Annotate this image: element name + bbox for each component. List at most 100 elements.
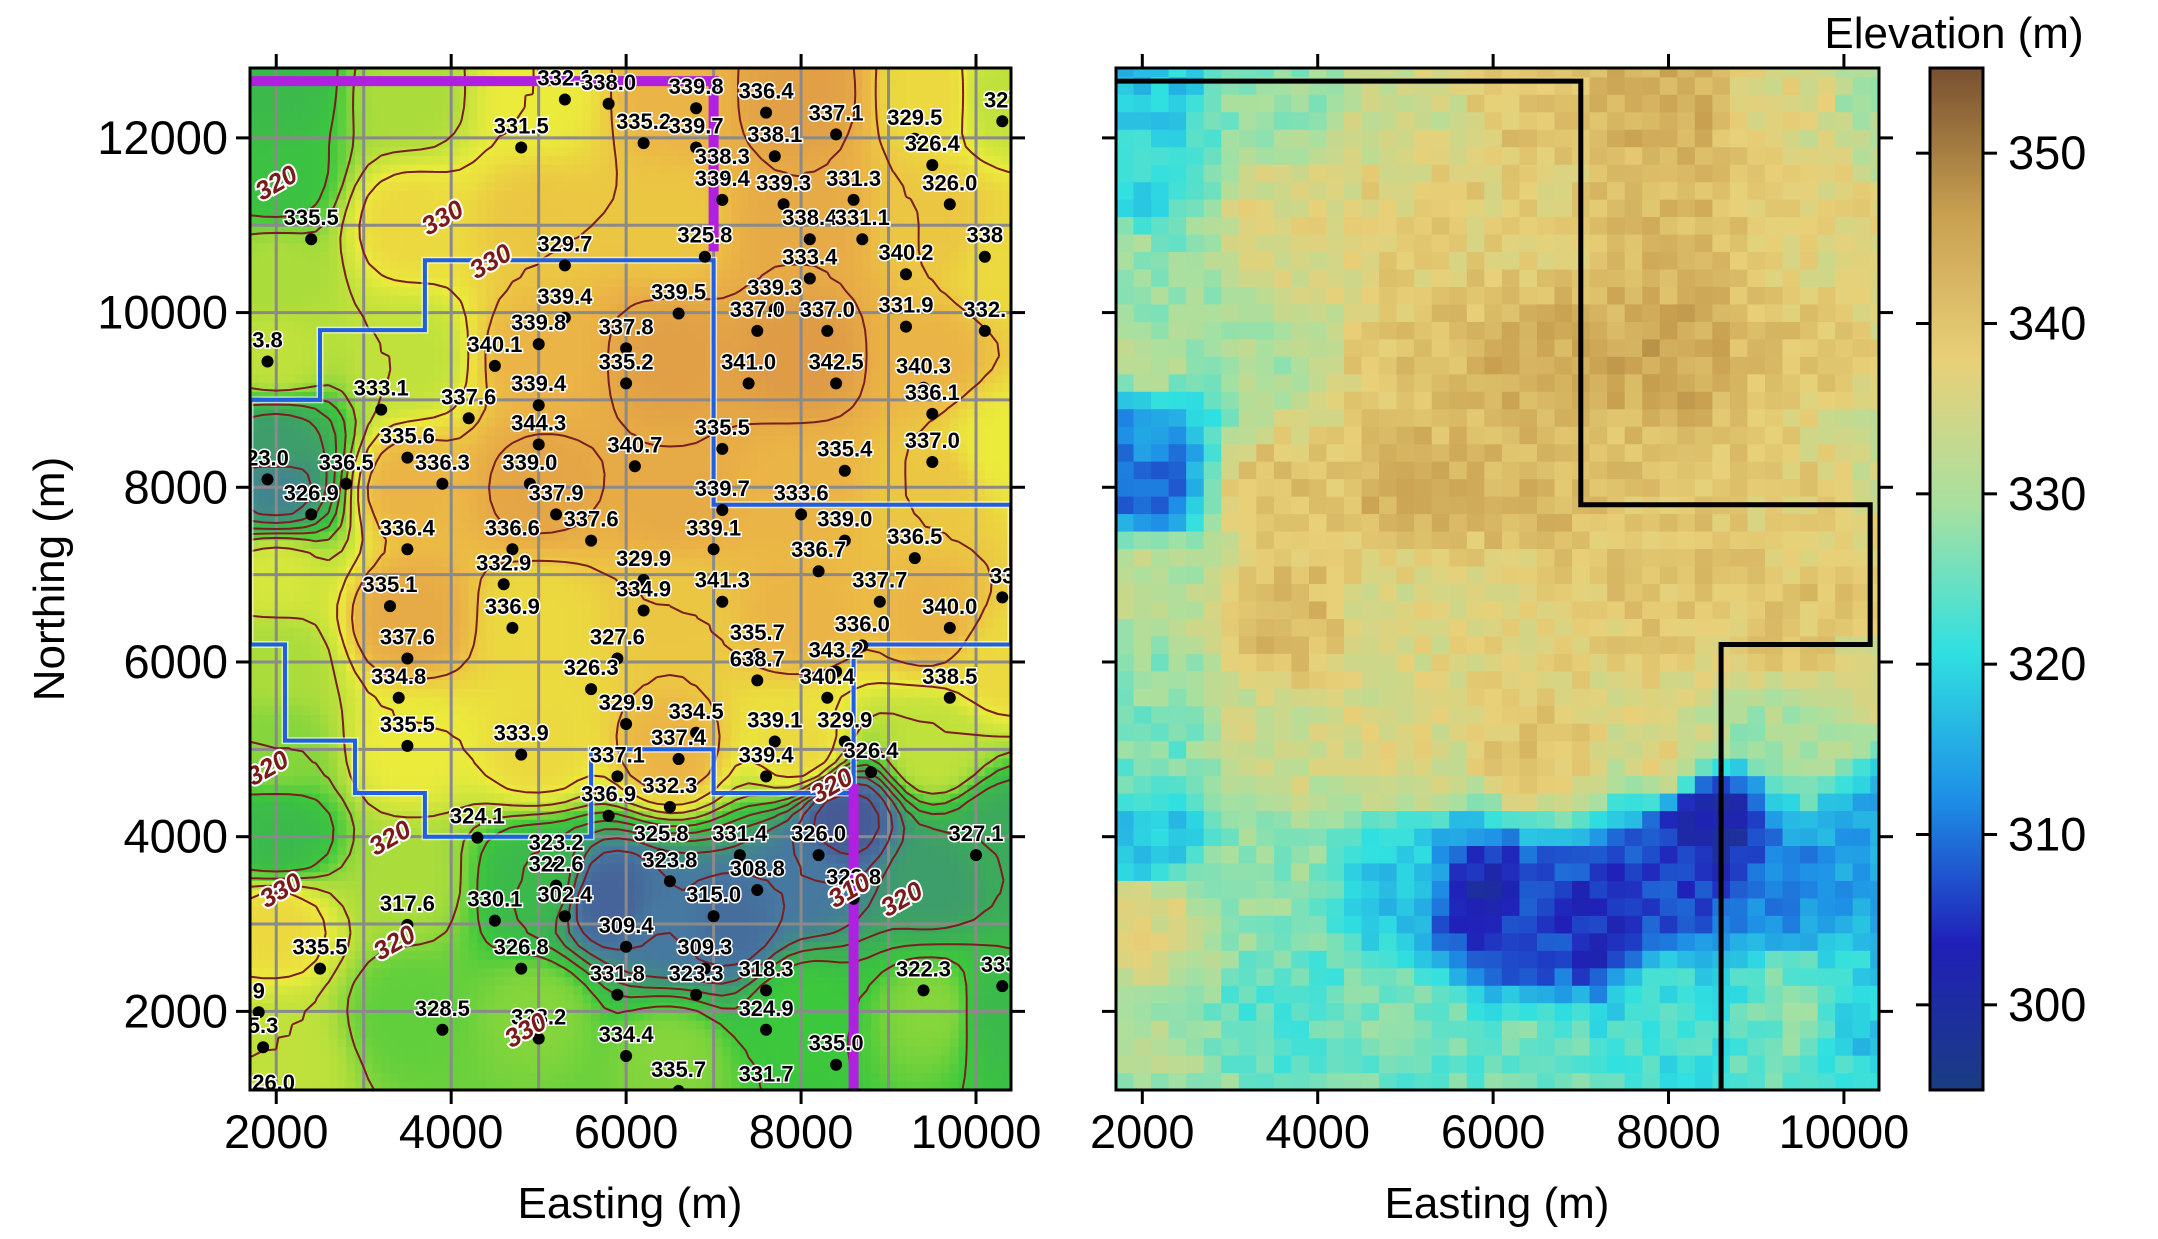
surface-cell <box>547 181 557 191</box>
surface-cell <box>346 338 356 349</box>
surface-cell <box>293 1046 304 1056</box>
surface-cell <box>442 871 452 881</box>
surface-cell <box>302 679 312 689</box>
surface-cell <box>337 627 347 637</box>
surface-cell <box>564 478 575 488</box>
surface-cell <box>424 172 435 183</box>
surface-cell <box>556 609 566 619</box>
surface-cell <box>521 496 531 506</box>
surface-cell <box>398 233 409 244</box>
surface-cell <box>319 958 330 969</box>
surface-cell <box>407 635 417 646</box>
surface-cell <box>311 635 321 646</box>
surface-cell <box>582 1037 592 1047</box>
surface-cell <box>363 1046 374 1056</box>
surface-cell <box>486 714 496 724</box>
surface-cell <box>389 496 400 506</box>
surface-cell <box>346 635 356 646</box>
surface-cell <box>354 496 365 506</box>
surface-cell <box>599 644 610 654</box>
surface-cell <box>267 924 277 934</box>
surface-cell <box>521 452 531 462</box>
surface-cell <box>258 452 269 462</box>
surface-cell <box>538 854 549 864</box>
surface-cell <box>328 417 339 427</box>
surface-cell <box>276 1028 286 1039</box>
surface-cell <box>503 749 514 759</box>
surface-cell <box>284 1081 295 1090</box>
surface-cell <box>564 635 575 646</box>
surface-cell <box>459 373 470 384</box>
surface-cell <box>599 129 610 139</box>
surface-cell <box>477 836 487 847</box>
surface-cell <box>381 452 391 462</box>
surface-cell <box>494 129 505 139</box>
surface-cell <box>302 181 312 191</box>
surface-cell <box>459 338 470 349</box>
surface-cell <box>258 408 269 419</box>
surface-cell <box>582 548 592 558</box>
surface-cell <box>564 993 575 1004</box>
surface-cell <box>582 1072 592 1082</box>
surface-cell <box>433 382 444 392</box>
surface-cell <box>381 312 391 322</box>
surface-cell <box>407 199 417 209</box>
surface-cell <box>512 941 522 951</box>
surface-cell <box>311 373 321 384</box>
surface-cell <box>468 312 479 322</box>
surface-cell <box>608 1072 618 1082</box>
surface-cell <box>372 1046 382 1056</box>
surface-cell <box>302 880 312 890</box>
surface-cell <box>547 801 557 812</box>
surface-cell <box>407 1046 417 1056</box>
surface-cell <box>486 1020 496 1030</box>
surface-cell <box>591 443 601 453</box>
surface-cell <box>591 810 601 820</box>
surface-cell <box>521 277 531 287</box>
surface-cell <box>617 801 627 812</box>
surface-cell <box>512 417 522 427</box>
surface-cell <box>599 216 610 226</box>
surface-cell <box>512 932 522 943</box>
surface-cell <box>617 583 627 593</box>
surface-cell <box>442 1046 452 1056</box>
surface-cell <box>250 286 260 296</box>
surface-cell <box>564 793 575 803</box>
surface-cell <box>451 146 461 156</box>
surface-cell <box>381 225 391 235</box>
surface-cell <box>258 207 269 218</box>
surface-cell <box>521 233 531 244</box>
surface-cell <box>381 373 391 384</box>
surface-cell <box>416 111 426 122</box>
surface-cell <box>319 714 330 724</box>
surface-cell <box>564 199 575 209</box>
surface-cell <box>337 364 347 375</box>
surface-cell <box>398 85 409 95</box>
surface-cell <box>363 670 374 681</box>
surface-cell <box>302 810 312 820</box>
surface-cell <box>451 714 461 724</box>
surface-cell <box>591 696 601 707</box>
surface-cell <box>258 303 269 314</box>
surface-cell <box>372 155 382 165</box>
surface-cell <box>381 836 391 847</box>
surface-cell <box>424 1002 435 1012</box>
surface-cell <box>538 801 549 812</box>
surface-cell <box>573 190 583 200</box>
surface-cell <box>319 338 330 349</box>
surface-cell <box>284 216 295 226</box>
surface-cell <box>521 644 531 654</box>
surface-cell <box>372 609 382 619</box>
surface-cell <box>608 714 618 724</box>
surface-cell <box>556 478 566 488</box>
surface-cell <box>250 251 260 261</box>
surface-cell <box>319 478 330 488</box>
surface-cell <box>608 670 618 681</box>
surface-cell <box>284 661 295 672</box>
surface-cell <box>293 827 304 838</box>
surface-cell <box>372 810 382 820</box>
surface-cell <box>416 199 426 209</box>
surface-cell <box>486 1046 496 1056</box>
surface-cell <box>486 836 496 847</box>
surface-cell <box>398 600 409 611</box>
